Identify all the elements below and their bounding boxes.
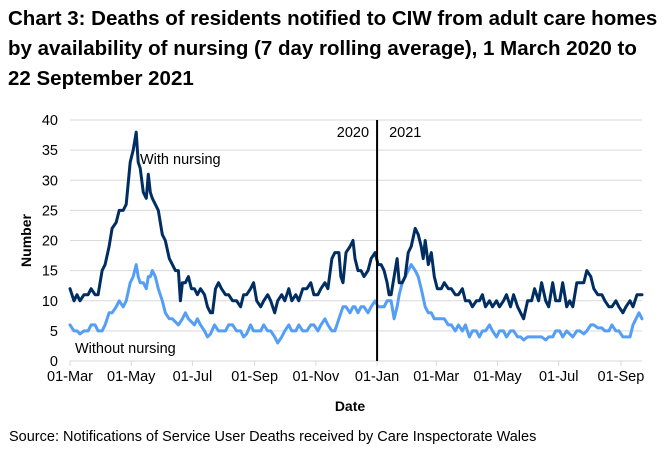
annotation-without-nursing: Without nursing xyxy=(75,341,176,357)
y-tick-label: 35 xyxy=(42,143,58,159)
x-tick-label: 01-Jan xyxy=(355,369,399,385)
year-label-2021: 2021 xyxy=(389,125,421,141)
gridlines xyxy=(70,119,642,362)
x-axis-ticks xyxy=(69,361,622,366)
y-tick-label: 40 xyxy=(42,113,58,129)
series-lines xyxy=(68,130,644,345)
x-tick-label: 01-Jul xyxy=(173,369,213,385)
y-tick-label: 25 xyxy=(42,203,58,219)
y-axis-tick-labels: 0 5 10 15 20 25 30 35 40 xyxy=(42,113,58,370)
series-line-with-nursing xyxy=(68,130,644,321)
y-tick-label: 0 xyxy=(50,354,58,370)
x-tick-label: 01-Sep xyxy=(598,369,645,385)
x-tick-label: 01-May xyxy=(107,369,156,385)
y-tick-label: 5 xyxy=(50,324,58,340)
x-tick-label: 01-Nov xyxy=(292,369,339,385)
y-tick-label: 15 xyxy=(42,264,58,280)
annotation-with-nursing: With nursing xyxy=(140,152,221,168)
year-label-2020: 2020 xyxy=(337,125,369,141)
x-axis-tick-labels: 01-Mar 01-May 01-Jul 01-Sep 01-Nov 01-Jan 01-M… xyxy=(47,369,644,385)
x-axis-title: Date xyxy=(335,398,366,414)
y-tick-label: 30 xyxy=(42,173,58,189)
x-tick-label: 01-Sep xyxy=(231,369,278,385)
y-tick-label: 10 xyxy=(42,294,58,310)
y-tick-label: 20 xyxy=(42,234,58,250)
x-tick-label: 01-Mar xyxy=(47,369,93,385)
chart-title: Chart 3: Deaths of residents notified to… xyxy=(8,7,658,90)
source-note: Source: Notifications of Service User De… xyxy=(9,429,537,445)
x-tick-label: 01-Mar xyxy=(413,369,459,385)
x-tick-label: 01-May xyxy=(473,369,522,385)
x-tick-label: 01-Jul xyxy=(539,369,579,385)
y-axis-title: Number xyxy=(18,214,34,267)
series-line-without-nursing xyxy=(68,263,644,345)
